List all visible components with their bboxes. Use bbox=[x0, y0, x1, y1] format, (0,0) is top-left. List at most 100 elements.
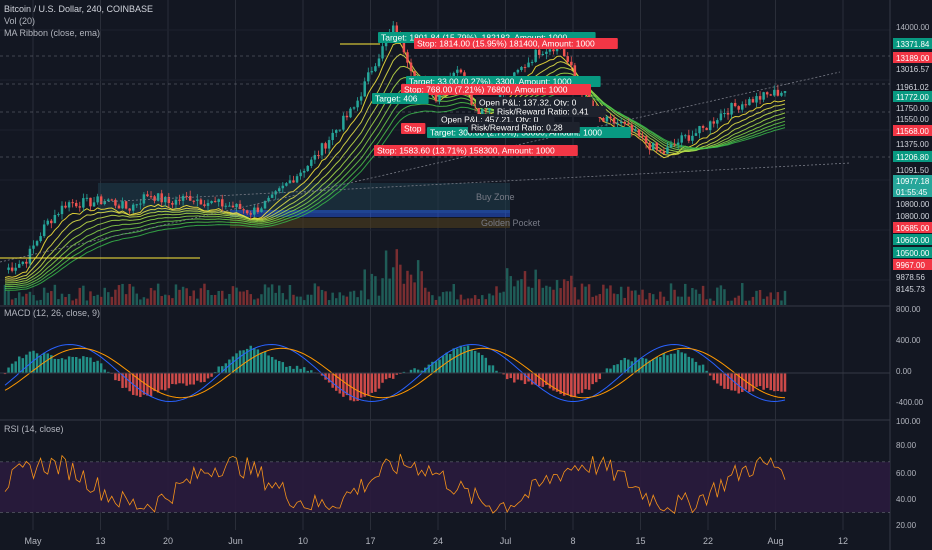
volume-bar bbox=[570, 275, 573, 305]
rsi-axis-label: 80.00 bbox=[896, 441, 917, 450]
macd-histogram-bar bbox=[263, 351, 267, 373]
volume-bar bbox=[712, 300, 716, 305]
volume-bar bbox=[114, 289, 117, 305]
volume-bar bbox=[99, 296, 103, 305]
candle-body bbox=[676, 142, 680, 145]
volume-bar bbox=[733, 297, 737, 305]
candle-body bbox=[25, 261, 28, 264]
candle-body bbox=[135, 204, 139, 206]
macd-histogram-bar bbox=[60, 358, 64, 373]
candle-body bbox=[196, 199, 199, 201]
candle-body bbox=[712, 121, 716, 124]
volume-bar bbox=[345, 296, 349, 305]
candle-body bbox=[46, 220, 49, 225]
volume-bar bbox=[281, 293, 285, 305]
candle-body bbox=[82, 198, 85, 208]
volume-bar bbox=[181, 286, 185, 305]
macd-histogram-bar bbox=[705, 370, 708, 373]
volume-bar bbox=[10, 299, 14, 305]
volume-bar bbox=[327, 300, 331, 305]
macd-histogram-bar bbox=[21, 358, 25, 373]
price-label-bg bbox=[893, 222, 932, 233]
macd-histogram-bar bbox=[580, 373, 584, 393]
volume-bar bbox=[413, 282, 416, 305]
macd-histogram-bar bbox=[107, 371, 110, 373]
macd-histogram-bar bbox=[64, 359, 67, 373]
candle-body bbox=[89, 197, 92, 207]
candle-body bbox=[619, 121, 623, 124]
price-label-bg bbox=[893, 198, 932, 209]
candle-body bbox=[413, 71, 416, 81]
candle-body bbox=[541, 53, 545, 55]
volume-bar bbox=[744, 300, 748, 305]
candle-body bbox=[74, 202, 78, 207]
volume-bar bbox=[89, 291, 92, 305]
macd-histogram-bar bbox=[741, 373, 744, 393]
price-axis-label: 13016.57 bbox=[896, 65, 930, 74]
trade-tags[interactable]: Target: 1801.84 (15.79%), 182182, Amount… bbox=[372, 32, 631, 156]
candle-body bbox=[409, 62, 413, 72]
macd-histogram-bar bbox=[402, 371, 406, 373]
candle-body bbox=[32, 245, 35, 249]
macd-histogram-bar bbox=[327, 373, 331, 383]
candle-body bbox=[644, 136, 648, 144]
candle-body bbox=[530, 61, 534, 63]
candle-body bbox=[174, 199, 178, 205]
volume-bar bbox=[602, 284, 605, 305]
price-label-bg bbox=[893, 259, 932, 270]
candle-body bbox=[224, 205, 228, 207]
rsi-axis-label: 60.00 bbox=[896, 469, 917, 478]
macd-histogram-bar bbox=[662, 352, 666, 373]
candle-body bbox=[103, 201, 106, 205]
candle-body bbox=[477, 105, 480, 115]
candle-body bbox=[57, 214, 60, 216]
ma-ribbon bbox=[4, 42, 786, 291]
volume-bar bbox=[438, 296, 441, 305]
candle-body bbox=[274, 191, 277, 195]
macd-histogram-bar bbox=[242, 350, 245, 373]
volume-bar bbox=[78, 287, 82, 305]
candle-body bbox=[765, 92, 769, 95]
macd-axis-label: 800.00 bbox=[896, 305, 921, 314]
volume-bar bbox=[32, 295, 35, 305]
volume-bar bbox=[317, 286, 320, 305]
candle-body bbox=[673, 144, 676, 146]
x-tick-label: Aug bbox=[767, 536, 783, 546]
volume-bar bbox=[302, 300, 306, 305]
volume-bar bbox=[548, 286, 552, 305]
volume-bar bbox=[530, 287, 534, 305]
volume-bar bbox=[502, 291, 505, 305]
volume-bar bbox=[783, 290, 787, 305]
macd-histogram-bar bbox=[25, 354, 28, 373]
macd-histogram-bar bbox=[171, 373, 174, 385]
macd-histogram-bar bbox=[260, 352, 263, 373]
volume-bar bbox=[107, 292, 110, 305]
x-tick-label: Jun bbox=[228, 536, 243, 546]
x-tick-label: 22 bbox=[703, 536, 713, 546]
macd-histogram-bar bbox=[320, 373, 324, 376]
volume-bar bbox=[270, 284, 274, 305]
trade-tag-target: Target: 33.00 (0.27%), 3300, Amount: 100… bbox=[409, 77, 572, 87]
ribbon-line bbox=[4, 85, 786, 289]
macd-histogram-bar bbox=[755, 373, 758, 387]
volume-bar bbox=[334, 298, 338, 305]
macd-histogram-bar bbox=[178, 373, 181, 384]
ribbon-line bbox=[4, 42, 786, 278]
x-tick-label: 12 bbox=[838, 536, 848, 546]
volume-bar bbox=[498, 292, 502, 305]
ribbon-line bbox=[4, 65, 786, 282]
volume-bar bbox=[171, 298, 174, 305]
candle-body bbox=[726, 113, 730, 115]
volume-bar bbox=[324, 291, 327, 305]
candle-body bbox=[705, 127, 708, 131]
volume-bar bbox=[726, 300, 730, 305]
candle-body bbox=[167, 196, 171, 203]
volume-bar bbox=[299, 296, 302, 305]
candle-body bbox=[605, 116, 609, 122]
price-axis-label: 8145.73 bbox=[896, 285, 925, 294]
price-axis-label: 10600.00 bbox=[896, 236, 930, 245]
macd-histogram-bar bbox=[35, 353, 39, 373]
trade-tag-bg bbox=[414, 38, 618, 49]
candle-body bbox=[149, 196, 153, 198]
